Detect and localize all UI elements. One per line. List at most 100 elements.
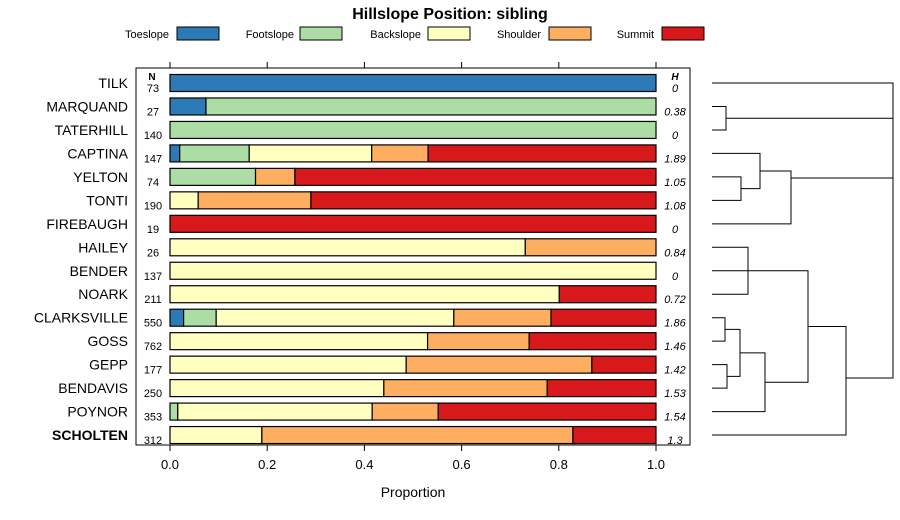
n-value-noark: 211 — [144, 294, 162, 306]
bar-segment-hailey-backslope — [169, 238, 526, 257]
category-label-bendavis: BENDAVIS — [58, 380, 128, 396]
bar-segment-hailey-shoulder — [524, 238, 657, 257]
bar-segment-poynor-backslope — [177, 402, 373, 421]
bar-segment-captina-summit — [427, 144, 657, 163]
category-label-tilk: TILK — [98, 75, 128, 91]
h-value-poynor: 1.54 — [664, 412, 685, 424]
bar-segment-tilk-toeslope — [169, 73, 657, 93]
bar-segment-poynor-footslope — [169, 402, 179, 421]
legend-label-toeslope: Toeslope — [125, 29, 169, 41]
category-label-goss: GOSS — [88, 333, 128, 349]
legend-label-summit: Summit — [617, 29, 654, 41]
bar-segment-marquand-toeslope — [169, 97, 207, 116]
h-value-firebaugh: 0 — [672, 224, 679, 236]
bar-segment-scholten-shoulder — [261, 425, 574, 445]
dendro-merge-tilk — [712, 82, 894, 119]
category-label-captina: CAPTINA — [67, 145, 128, 161]
bar-segment-captina-footslope — [179, 144, 250, 163]
n-value-yelton: 74 — [147, 177, 159, 189]
bar-row-tonti: TONTI 190 1.08 — [86, 191, 687, 212]
category-label-clarksville: CLARKSVILLE — [34, 310, 128, 326]
h-value-bendavis: 1.53 — [664, 388, 686, 400]
bar-segment-noark-summit — [558, 285, 657, 304]
x-tick-label-2: 0.4 — [355, 457, 373, 472]
bar-row-scholten: SCHOLTEN 312 1.3 — [52, 425, 684, 447]
h-column-header: H — [671, 72, 679, 83]
bar-segment-clarksville-backslope — [215, 308, 455, 327]
bar-segment-scholten-summit — [572, 425, 657, 445]
bar-segment-scholten-backslope — [169, 425, 263, 445]
plot-frame — [135, 67, 691, 446]
h-value-yelton: 1.05 — [664, 177, 686, 189]
bar-segment-poynor-shoulder — [371, 402, 439, 421]
legend-label-backslope: Backslope — [370, 29, 421, 41]
h-value-captina: 1.89 — [664, 153, 685, 165]
bar-segment-goss-summit — [528, 332, 657, 351]
dendro-merge-group2 — [762, 270, 809, 383]
n-value-tonti: 190 — [144, 200, 162, 212]
legend-swatch-summit — [661, 26, 705, 41]
bar-segment-gepp-summit — [591, 355, 657, 374]
dendro-merge-captina — [712, 152, 761, 190]
n-value-firebaugh: 19 — [147, 224, 159, 236]
n-value-captina: 147 — [144, 153, 162, 165]
legend-swatch-shoulder — [548, 26, 592, 41]
bar-segment-taterhill-footslope — [169, 120, 657, 140]
category-label-tonti: TONTI — [86, 192, 128, 208]
x-tick-label-5: 1.0 — [647, 457, 665, 472]
dendro-merge-yelton-tonti — [712, 176, 742, 201]
dendro-link-root — [846, 178, 894, 379]
h-value-noark: 0.72 — [664, 294, 685, 306]
h-value-tilk: 0 — [672, 83, 679, 95]
bar-segment-poynor-summit — [437, 402, 657, 421]
n-value-scholten: 312 — [144, 435, 162, 447]
category-label-marquand: MARQUAND — [46, 98, 128, 114]
bar-row-clarksville: CLARKSVILLE 550 1.86 — [34, 308, 687, 330]
bar-segment-yelton-footslope — [169, 167, 257, 186]
x-axis-title: Proportion — [381, 484, 446, 500]
bar-segment-firebaugh-summit — [169, 214, 657, 233]
dendro-merge-scholten — [712, 326, 847, 436]
h-value-bender: 0 — [672, 271, 679, 283]
bar-segment-clarksville-summit — [550, 308, 657, 327]
dendro-merge-poynor — [712, 352, 766, 413]
bar-segment-clarksville-shoulder — [453, 308, 552, 327]
dendrogram — [712, 82, 894, 436]
bar-segment-yelton-shoulder — [254, 167, 296, 186]
n-value-taterhill: 140 — [144, 130, 162, 142]
bar-row-goss: GOSS 762 1.46 — [88, 332, 687, 353]
bar-segment-noark-backslope — [169, 285, 560, 304]
legend-swatch-footslope — [299, 26, 343, 41]
category-label-hailey: HAILEY — [78, 239, 128, 255]
h-value-tonti: 1.08 — [664, 200, 686, 212]
bar-rows: TILK 73 0 MARQUAND 27 0.38 TATERHILL 140 0 CAPTIN… — [34, 73, 687, 447]
bar-segment-tonti-summit — [310, 191, 657, 210]
n-value-clarksville: 550 — [144, 318, 162, 330]
bar-segment-gepp-shoulder — [405, 355, 593, 374]
bar-row-tilk: TILK 73 0 — [98, 73, 679, 95]
bar-row-gepp: GEPP 177 1.42 — [89, 355, 686, 377]
legend-swatch-backslope — [427, 26, 471, 41]
x-tick-label-0: 0.0 — [161, 457, 179, 472]
category-label-bender: BENDER — [70, 263, 128, 279]
bar-row-bendavis: BENDAVIS 250 1.53 — [58, 379, 687, 400]
n-value-gepp: 177 — [144, 365, 162, 377]
category-label-poynor: POYNOR — [67, 404, 128, 420]
n-value-hailey: 26 — [147, 247, 159, 259]
n-value-poynor: 353 — [144, 412, 162, 424]
bar-segment-marquand-footslope — [205, 97, 657, 116]
bar-row-noark: NOARK 211 0.72 — [78, 285, 686, 306]
x-tick-label-3: 0.6 — [453, 457, 471, 472]
x-tick-label-1: 0.2 — [258, 457, 276, 472]
dendro-merge-gepp-bendavis — [712, 364, 728, 389]
legend-swatch-toeslope — [176, 26, 220, 41]
bar-row-bender: BENDER 137 0 — [70, 261, 679, 283]
n-value-bendavis: 250 — [144, 388, 162, 400]
bar-row-hailey: HAILEY 26 0.84 — [78, 238, 686, 259]
n-value-tilk: 73 — [147, 83, 159, 95]
bar-row-marquand: MARQUAND 27 0.38 — [46, 97, 687, 118]
legend-label-footslope: Footslope — [246, 29, 294, 41]
bar-segment-tonti-shoulder — [197, 191, 312, 210]
bar-row-captina: CAPTINA 147 1.89 — [67, 144, 686, 165]
bar-segment-bendavis-backslope — [169, 379, 385, 398]
